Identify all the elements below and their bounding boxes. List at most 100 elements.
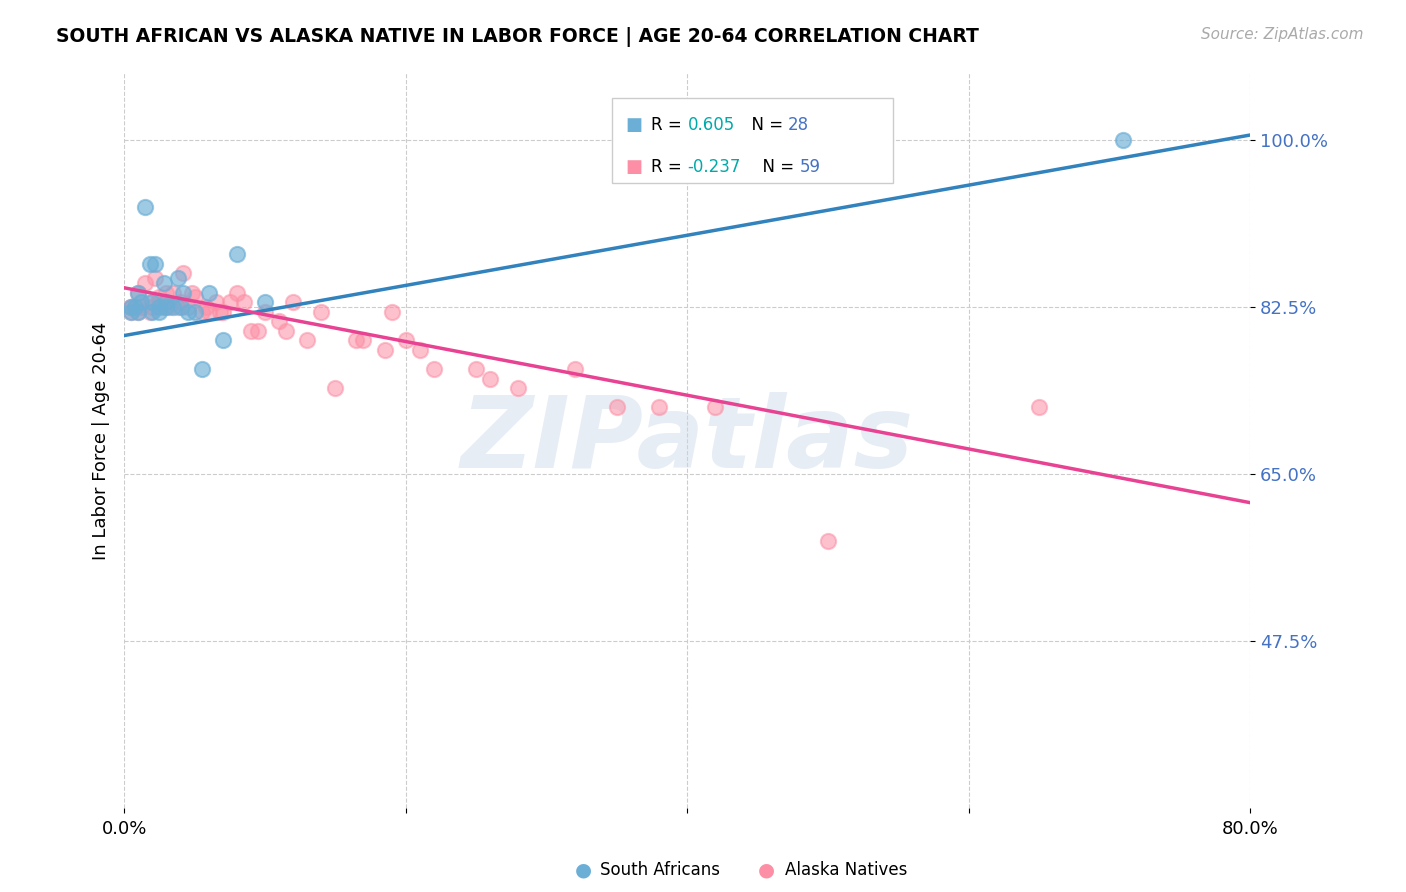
Point [648,400,671,414]
Point [169,300,191,314]
Point [267,314,290,328]
Point [225,285,247,300]
Point [374,343,396,357]
Text: 0.605: 0.605 [688,116,735,134]
Point [120,300,142,314]
Point [157,300,180,314]
Point [148,304,170,318]
Point [564,362,586,376]
Point [138,257,160,271]
Point [166,300,188,314]
Point [155,295,177,310]
Text: 59: 59 [800,158,821,176]
Point [344,334,367,348]
Point [134,276,156,290]
Point [152,276,174,290]
Point [152,295,174,310]
Point [172,267,194,281]
Point [208,304,231,318]
Point [155,285,177,300]
Point [197,285,219,300]
Point [232,295,254,310]
Point [479,371,502,385]
Point [169,295,191,310]
Point [134,200,156,214]
Point [323,381,346,395]
Text: -0.237: -0.237 [688,158,741,176]
Text: ●: ● [575,860,592,880]
Point [148,295,170,310]
Point [204,295,226,310]
Text: 28: 28 [787,116,808,134]
Point [138,304,160,318]
Point [197,304,219,318]
Point [127,304,149,318]
Point [225,247,247,261]
Point [309,304,332,318]
Point [141,295,163,310]
Point [465,362,488,376]
Point [124,300,146,314]
Point [704,400,727,414]
Point [120,304,142,318]
Y-axis label: In Labor Force | Age 20-64: In Labor Force | Age 20-64 [93,321,110,559]
Point [141,300,163,314]
Point [190,362,212,376]
Point [148,290,170,304]
Point [395,334,418,348]
Text: N =: N = [741,116,789,134]
Point [381,304,404,318]
Point [295,334,318,348]
Text: ■: ■ [626,116,643,134]
Point [274,324,297,338]
Text: South Africans: South Africans [600,861,720,879]
Point [172,285,194,300]
Point [129,300,152,314]
Point [409,343,432,357]
Point [246,324,269,338]
Text: 0.0%: 0.0% [101,820,146,838]
Text: R =: R = [651,116,688,134]
Text: N =: N = [752,158,800,176]
Point [190,304,212,318]
Point [120,304,142,318]
Point [129,295,152,310]
Point [155,300,177,314]
Point [423,362,446,376]
Point [1112,133,1135,147]
Point [127,285,149,300]
Point [183,290,205,304]
Point [141,304,163,318]
Point [253,304,276,318]
Text: R =: R = [651,158,688,176]
Point [152,300,174,314]
Point [166,271,188,285]
Point [176,300,198,314]
Point [120,300,142,314]
Text: Source: ZipAtlas.com: Source: ZipAtlas.com [1201,27,1364,42]
Point [239,324,262,338]
Point [162,285,184,300]
Point [143,271,166,285]
Point [606,400,628,414]
Point [127,285,149,300]
Point [162,300,184,314]
Point [817,533,839,548]
Point [211,334,233,348]
Point [120,300,142,314]
Point [218,295,240,310]
Text: ZIPatlas: ZIPatlas [461,392,914,489]
Text: ■: ■ [626,158,643,176]
Point [1028,400,1050,414]
Text: Alaska Natives: Alaska Natives [785,861,907,879]
Point [253,295,276,310]
Point [124,300,146,314]
Point [127,304,149,318]
Text: SOUTH AFRICAN VS ALASKA NATIVE IN LABOR FORCE | AGE 20-64 CORRELATION CHART: SOUTH AFRICAN VS ALASKA NATIVE IN LABOR … [56,27,979,46]
Point [508,381,530,395]
Point [138,295,160,310]
Point [211,304,233,318]
Point [143,257,166,271]
Point [180,285,202,300]
Point [148,300,170,314]
